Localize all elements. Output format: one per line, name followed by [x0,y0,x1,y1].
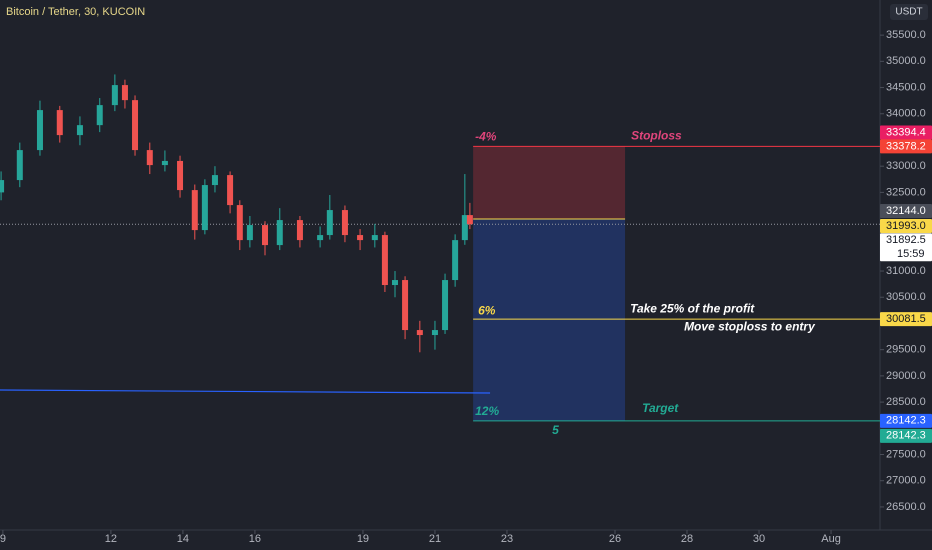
candle-body [96,105,103,126]
y-tick-label: 34500.0 [886,81,926,93]
candle-body [246,225,253,241]
chart-title: Bitcoin / Tether, 30, KUCOIN [6,6,145,18]
position-note: Move stoploss to entry [684,319,816,333]
y-tick-label: 34000.0 [886,108,926,120]
candle-body [466,215,473,225]
candle-body [177,160,184,191]
x-tick-label: 12 [105,533,117,545]
candle-body [161,160,168,166]
candle-body [36,110,43,151]
position-note: 5 [552,423,559,437]
candle-body [146,150,153,166]
currency-label[interactable]: USDT [895,7,922,18]
position-note: Stoploss [631,129,682,143]
y-tick-label: 35500.0 [886,29,926,41]
price-badge-label: 31993.0 [886,220,926,232]
x-tick-label: 23 [501,533,513,545]
price-badge-label: 32144.0 [886,205,926,217]
candle-body [381,235,388,286]
price-badge-label: 31892.5 [886,234,926,246]
candle-body [416,330,423,336]
candle-body [317,235,324,241]
currency-box [890,4,928,20]
candle-body [76,125,83,136]
price-badge [880,312,932,327]
candle-body [201,185,208,231]
position-note: Target [642,401,679,415]
candle-body [391,280,398,286]
y-tick-label: 30500.0 [886,291,926,303]
y-tick-label: 26500.0 [886,501,926,513]
price-badge [880,233,932,262]
price-badge [880,125,932,140]
candle-body [371,235,378,241]
candle-body [431,330,438,336]
position-note: 6% [478,303,496,317]
y-tick-label: 29500.0 [886,344,926,356]
candle-body [0,180,5,193]
target-zone [473,218,626,421]
trend-line [0,389,491,394]
candle-body [211,175,218,186]
position-note: Take 25% of the profit [630,301,755,315]
position-note: 12% [475,404,499,418]
x-tick-label: Aug [821,533,841,545]
price-badge-label: 30081.5 [886,313,926,325]
candle-body [442,280,449,331]
price-badge [880,218,932,233]
price-badge [880,428,932,443]
price-badge-label: 33394.4 [886,126,926,138]
candle-body [236,205,243,241]
candle-body [191,190,198,231]
price-badge-label: 33378.2 [886,140,926,152]
y-tick-label: 27000.0 [886,475,926,487]
y-tick-label: 33000.0 [886,160,926,172]
candle-body [326,210,333,236]
candle-body [132,100,139,151]
plot-area [0,74,932,422]
price-badge [880,139,932,154]
candle-body [402,280,409,331]
price-badge [880,204,932,219]
candle-body [276,220,283,246]
y-tick-label: 35000.0 [886,55,926,67]
candle-body [296,220,303,241]
price-badge [880,413,932,428]
x-tick-label: 9 [0,533,6,545]
candle-body [461,215,468,241]
candle-body [357,235,364,241]
candle-body [452,240,459,281]
x-tick-label: 14 [177,533,189,545]
candle-body [16,150,23,181]
candle-body [341,210,348,236]
price-badge-label: 28142.3 [886,415,926,427]
position-note: -4% [475,130,497,144]
x-tick-label: 30 [753,533,765,545]
x-tick-label: 26 [609,533,621,545]
candle-body [111,85,118,106]
candle-body [121,85,128,101]
candle-body [227,175,234,206]
candle-body [262,225,269,246]
price-badge-label: 28142.3 [886,430,926,442]
y-tick-label: 27500.0 [886,448,926,460]
x-tick-label: 28 [681,533,693,545]
stop-zone [473,146,626,219]
x-tick-label: 21 [429,533,441,545]
candle-body [56,110,63,136]
y-tick-label: 31000.0 [886,265,926,277]
y-tick-label: 32500.0 [886,186,926,198]
y-tick-label: 28500.0 [886,396,926,408]
y-tick-label: 29000.0 [886,370,926,382]
x-tick-label: 19 [357,533,369,545]
countdown-label: 15:59 [897,248,925,260]
x-tick-label: 16 [249,533,261,545]
